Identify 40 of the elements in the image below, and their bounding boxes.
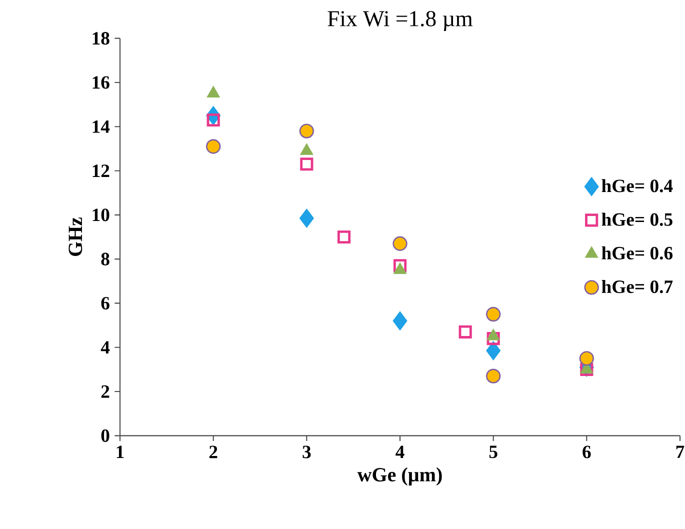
point	[392, 236, 408, 251]
point	[486, 306, 501, 322]
y-tick-label: 10	[92, 208, 110, 222]
x-tick-label: 5	[489, 446, 498, 458]
legend-label: hGe= 0.7	[602, 280, 673, 294]
y-tick-label: 14	[92, 120, 110, 133]
y-tick-label: 16	[92, 76, 110, 89]
point	[486, 341, 501, 360]
point	[299, 124, 314, 138]
point	[206, 113, 220, 127]
legend-label: hGe= 0.4	[602, 179, 673, 192]
y-tick-label: 4	[100, 341, 110, 354]
chart-title: Fix Wi =1.8 µm	[328, 11, 473, 31]
point	[300, 158, 314, 171]
legend-label: hGe= 0.5	[602, 212, 672, 226]
point	[392, 311, 408, 330]
x-tick-label: 6	[582, 446, 591, 458]
point	[458, 325, 472, 338]
legend-label: hGe= 0.6	[602, 246, 673, 260]
point	[486, 332, 500, 346]
point	[337, 230, 351, 244]
x-tick-label: 3	[302, 446, 311, 458]
y-axis-title: GHz	[68, 217, 82, 256]
x-tick-label: 2	[209, 446, 218, 458]
x-tick-label: 4	[396, 446, 404, 458]
point	[393, 259, 407, 272]
x-tick-label: 1	[116, 446, 124, 458]
point	[486, 368, 501, 384]
point	[579, 351, 594, 366]
point	[580, 362, 594, 376]
y-tick-label: 8	[101, 252, 110, 266]
x-axis-title: wGe (µm)	[357, 467, 442, 486]
y-tick-label: 18	[92, 32, 110, 45]
y-tick-label: 12	[92, 164, 110, 177]
y-tick-label: 6	[101, 296, 110, 310]
y-tick-label: 2	[101, 385, 110, 398]
point	[299, 208, 314, 228]
y-tick-label: 0	[101, 429, 110, 442]
point	[206, 139, 221, 154]
x-tick-label: 7	[676, 446, 684, 458]
